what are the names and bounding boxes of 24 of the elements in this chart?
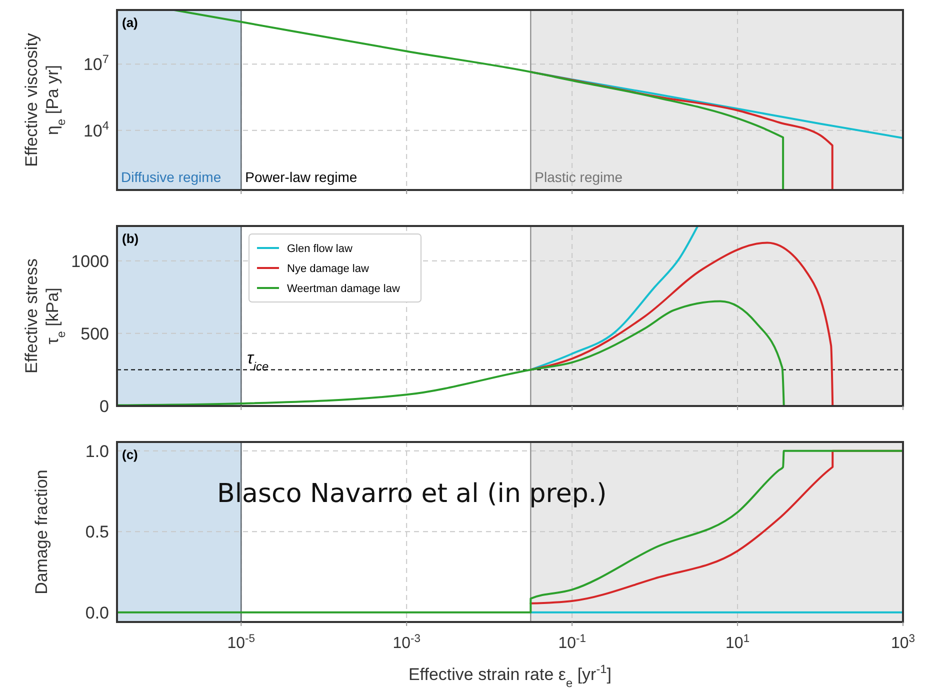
y-tick-label: 10$^{7}$ (83, 52, 110, 74)
y-tick-label: 1000 (71, 252, 109, 271)
y-tick-label: 0.0 (85, 603, 109, 622)
x-tick-label: 10$^{-3}$ (392, 633, 420, 652)
annotation: (a) (122, 15, 138, 30)
x-tick-label: 10$^{-1}$ (558, 633, 586, 652)
legend-label: Weertman damage law (287, 283, 400, 295)
band-label: Plastic regime (534, 169, 623, 185)
y-axis-title: Damage fraction (32, 470, 51, 594)
band-label: Diffusive regime (121, 169, 222, 185)
x-tick-label: 10$^{-5}$ (227, 633, 255, 652)
y-tick-label: 0.5 (85, 522, 109, 542)
x-tick-label: 10$^{3}$ (890, 633, 916, 652)
x-tick-label: 10$^{1}$ (726, 633, 750, 652)
legend-label: Nye damage law (287, 263, 369, 275)
legend-label: Glen flow law (287, 243, 352, 255)
x-axis-title: Effective strain rate ε$_{e}$ [yr$^{-1}$] (408, 662, 612, 690)
annotation: (c) (122, 447, 138, 462)
y-tick-label: 10$^{4}$ (83, 118, 110, 140)
y-tick-label: 500 (80, 324, 109, 344)
y-tick-label: 1.0 (85, 442, 109, 461)
y-tick-label: 0 (100, 397, 109, 416)
annotation: Power-law regime (245, 169, 358, 185)
annotation: (b) (122, 231, 139, 246)
